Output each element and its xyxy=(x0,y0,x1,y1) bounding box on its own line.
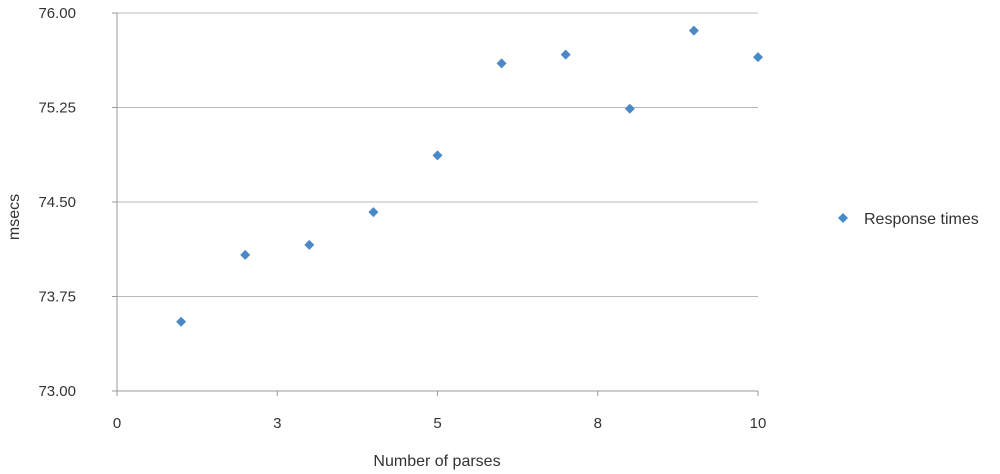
data-point xyxy=(240,249,251,260)
data-point xyxy=(176,316,187,327)
x-tick-label: 10 xyxy=(750,415,767,432)
y-tick-label: 73.75 xyxy=(38,289,76,306)
y-tick-label: 76.00 xyxy=(38,5,76,22)
data-point xyxy=(753,52,763,63)
y-tick-label: 73.00 xyxy=(38,383,76,400)
data-points xyxy=(176,25,763,327)
data-point xyxy=(496,58,507,69)
y-axis-ticks: 73.00 73.75 74.50 75.25 76.00 xyxy=(38,5,117,400)
data-point xyxy=(560,49,571,60)
y-tick-label: 75.25 xyxy=(38,100,76,117)
y-axis-title: msecs xyxy=(6,194,23,240)
legend: Response times xyxy=(838,211,979,228)
x-axis-ticks: 0 3 5 8 10 xyxy=(113,391,767,432)
x-tick-label: 5 xyxy=(433,415,441,432)
x-tick-label: 8 xyxy=(594,415,602,432)
data-point xyxy=(368,207,379,218)
x-tick-label: 0 xyxy=(113,415,121,432)
data-point xyxy=(688,25,699,36)
data-point xyxy=(624,103,635,114)
y-tick-label: 74.50 xyxy=(38,194,76,211)
legend-marker-diamond xyxy=(838,213,848,223)
x-tick-label: 3 xyxy=(273,415,281,432)
data-point xyxy=(432,150,443,161)
legend-label: Response times xyxy=(864,211,979,228)
x-axis-title: Number of parses xyxy=(373,453,500,470)
gridlines xyxy=(117,12,758,297)
data-point xyxy=(304,239,315,250)
